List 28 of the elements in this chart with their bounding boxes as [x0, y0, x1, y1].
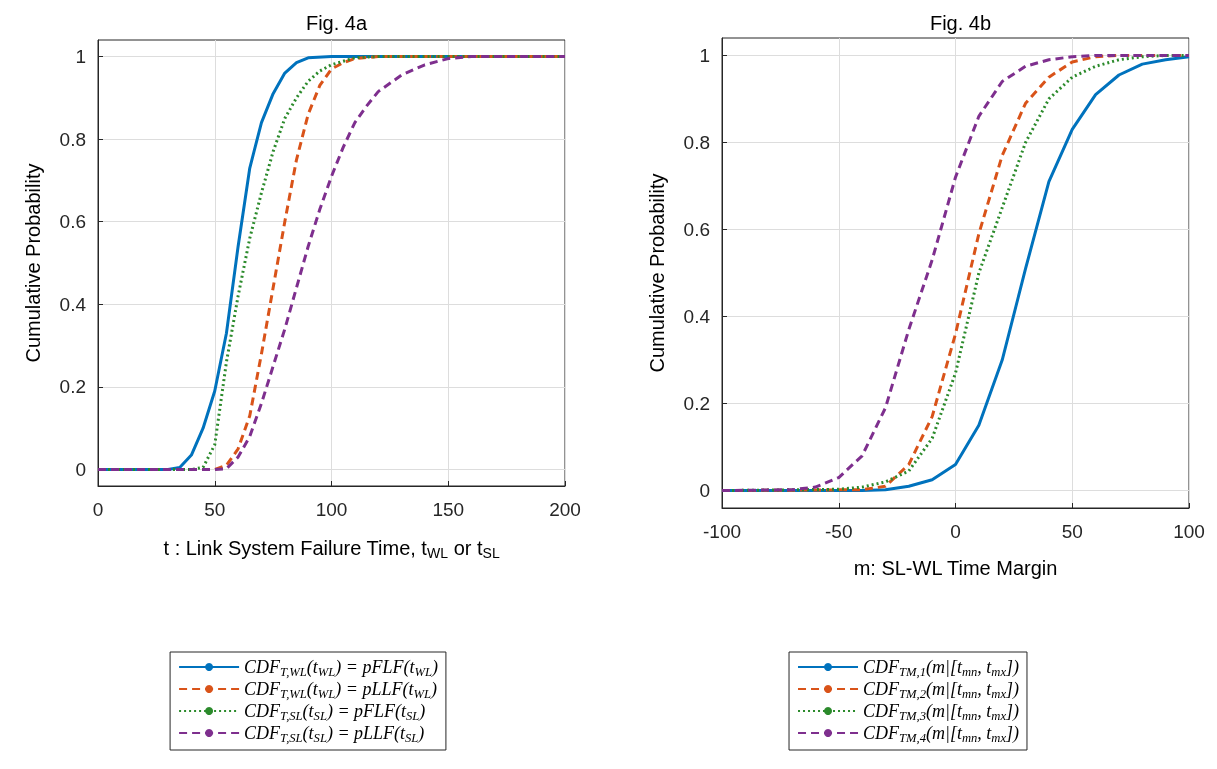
x-tick-label: 100	[1173, 521, 1205, 542]
x-tick-label: 150	[432, 499, 465, 520]
y-tick-label: 0.2	[59, 376, 86, 398]
y-tick-label: 0.2	[683, 393, 710, 415]
x-tick-label: 50	[204, 499, 226, 520]
y-tick-label: 0.4	[59, 293, 87, 315]
x-axis-title: m: SL-WL Time Margin	[853, 557, 1058, 579]
chart-title: Fig. 4a	[305, 12, 368, 34]
x-tick-label: -50	[825, 521, 853, 542]
x-tick-label: 100	[315, 499, 348, 520]
y-axis-title: Cumulative Probability	[22, 163, 44, 363]
y-tick-label: 1	[699, 44, 710, 66]
y-tick-label: 1	[75, 46, 86, 68]
y-tick-label: 0.8	[59, 128, 86, 150]
y-tick-label: 0.8	[683, 131, 710, 153]
x-tick-label: -100	[702, 521, 742, 542]
x-tick-label: 200	[549, 499, 581, 520]
chart-title: Fig. 4b	[929, 12, 992, 34]
x-tick-label: 0	[950, 521, 961, 542]
y-tick-label: 0.4	[683, 306, 711, 328]
y-tick-label: 0.6	[683, 218, 710, 240]
y-tick-label: 0	[699, 480, 710, 502]
line-series	[96, 55, 567, 471]
x-tick-label: 0	[92, 499, 104, 520]
y-axis-title: Cumulative Probability	[646, 173, 668, 373]
x-tick-label: 50	[1061, 521, 1083, 542]
y-tick-label: 0.6	[59, 211, 86, 233]
y-tick-label: 0	[75, 458, 86, 480]
